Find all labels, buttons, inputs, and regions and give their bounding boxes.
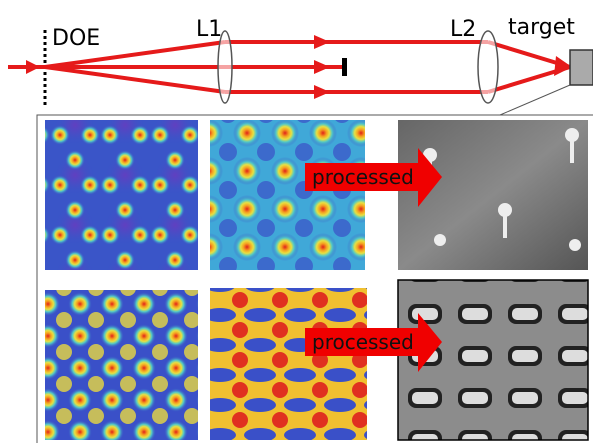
beam-block: [342, 58, 347, 76]
figure: DOE L1 L2 target processed processed: [0, 0, 593, 443]
zoom-line: [500, 85, 570, 115]
optical-setup: DOE L1 L2 target: [8, 15, 593, 115]
l2-label: L2: [450, 17, 476, 42]
doe-label: DOE: [52, 26, 100, 51]
pattern-image: [210, 120, 365, 270]
target-label: target: [508, 15, 575, 40]
pattern-image: [45, 290, 198, 440]
pattern-image: [45, 120, 198, 270]
target-block: [570, 50, 593, 85]
pattern-image: [210, 288, 367, 440]
process-label: processed: [312, 165, 414, 189]
l1-label: L1: [196, 17, 222, 42]
process-label: processed: [312, 330, 414, 354]
lens-l2: [478, 31, 498, 103]
